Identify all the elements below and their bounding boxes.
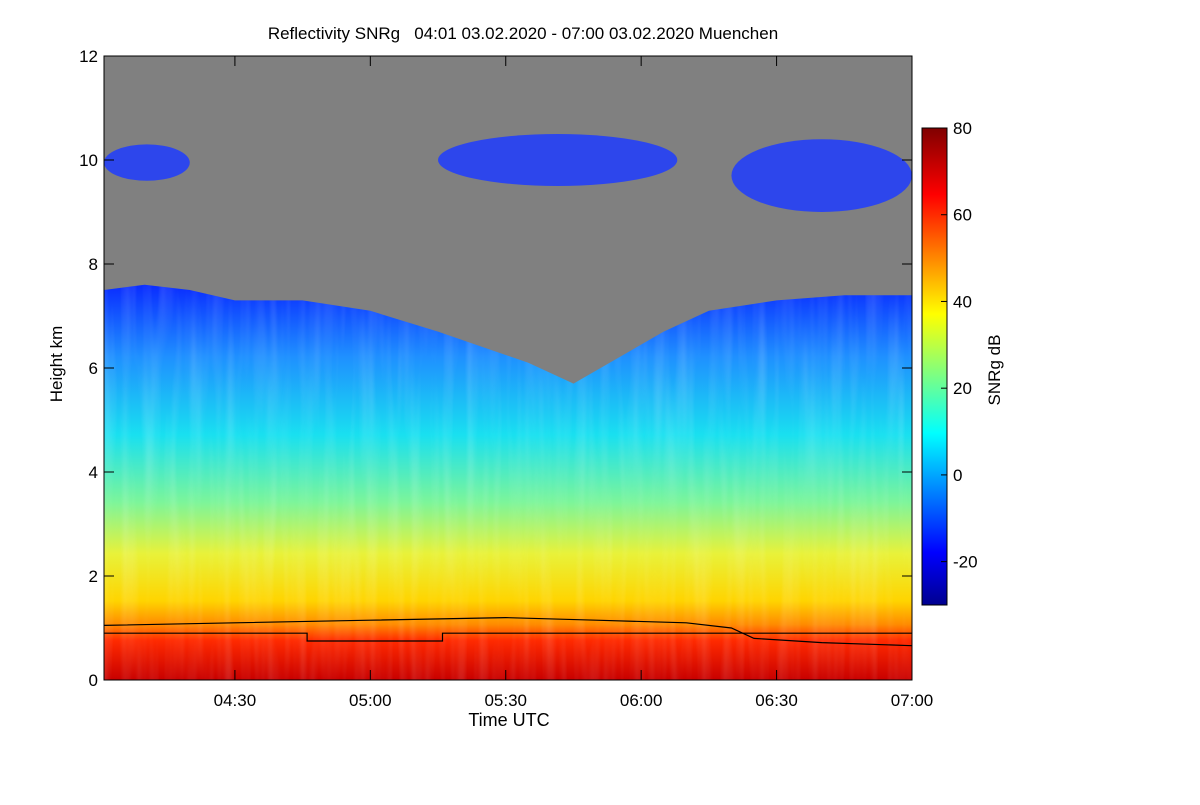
y-tick-label: 6 (89, 359, 98, 378)
cloud-texture (104, 284, 912, 680)
colorbar-tick-label: 60 (953, 206, 972, 225)
colorbar-axis: -20 0 20 40 60 80 (941, 119, 978, 572)
series-line (104, 632, 912, 642)
x-tick-label: 07:00 (891, 691, 934, 710)
colorbar-tick-label: 0 (953, 466, 962, 485)
y-tick-label: 2 (89, 567, 98, 586)
x-tick-label: 06:30 (755, 691, 798, 710)
y-tick-label: 10 (79, 151, 98, 170)
x-axis: 04:30 05:00 05:30 06:00 06:30 07:00 (214, 56, 934, 710)
line-series (104, 616, 912, 647)
colorbar-tick-label: 40 (953, 292, 972, 311)
x-tick-label: 06:00 (620, 691, 663, 710)
colorbar (921, 127, 948, 606)
x-tick-label: 04:30 (214, 691, 257, 710)
y-tick-label: 0 (89, 671, 98, 690)
y-tick-label: 4 (89, 463, 98, 482)
plot-area (104, 56, 912, 680)
chart-title: Reflectivity SNRg 04:01 03.02.2020 - 07:… (268, 24, 778, 43)
colorbar-tick-label: 20 (953, 379, 972, 398)
colorbar-tick-label: -20 (953, 553, 978, 572)
y-tick-label: 12 (79, 47, 98, 66)
cirrus-layers (104, 134, 912, 213)
cirrus-patch (104, 144, 190, 181)
colorbar-label: SNRg dB (985, 335, 1004, 406)
x-tick-label: 05:00 (349, 691, 392, 710)
y-tick-label: 8 (89, 255, 98, 274)
cirrus-patch (731, 139, 912, 213)
series-line (104, 616, 912, 647)
y-axis-label: Height km (47, 326, 66, 403)
cirrus-patch (438, 134, 678, 186)
x-axis-label: Time UTC (468, 710, 549, 730)
colorbar-tick-label: 80 (953, 119, 972, 138)
y-axis: 0 2 4 6 8 10 12 (79, 47, 912, 690)
x-tick-label: 05:30 (484, 691, 527, 710)
